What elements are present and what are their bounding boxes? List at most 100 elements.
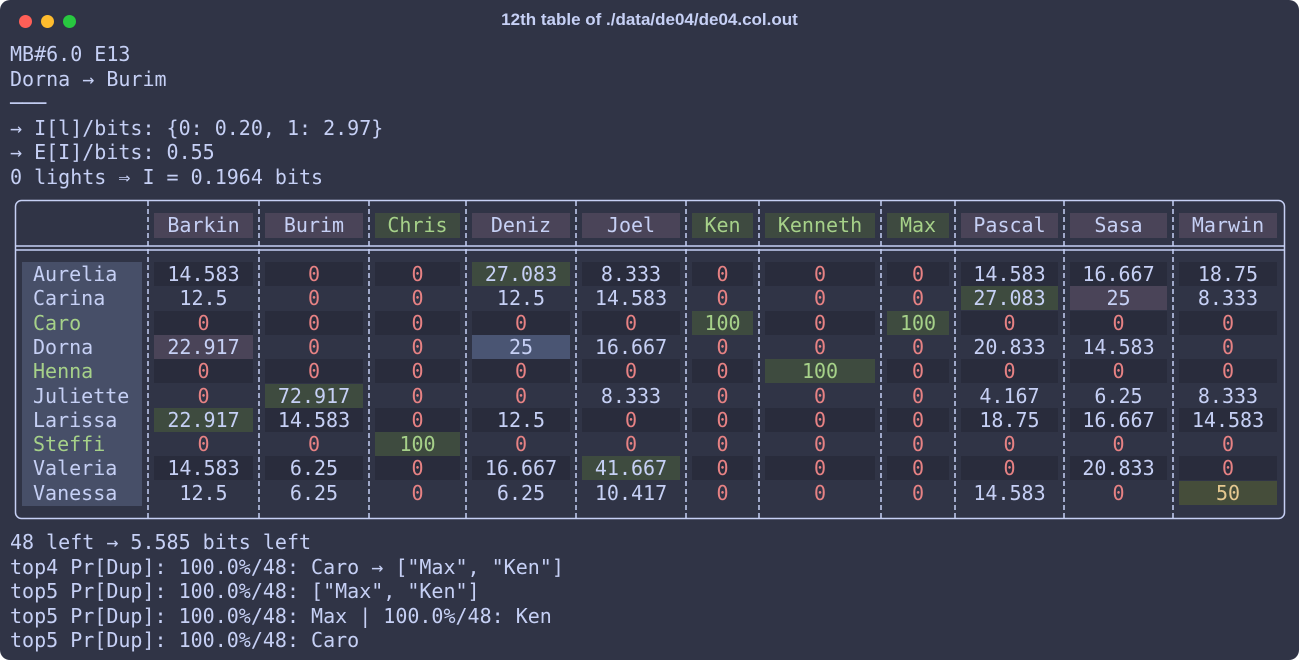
output-line: → E[I]/bits: 0.55 [10,140,215,164]
table-cell: 0 [887,262,949,286]
table-cell: 0 [716,286,729,311]
table-cell: 0 [692,359,753,384]
table-cell: 8.333 [1197,383,1259,408]
table-cell: 4.167 [979,383,1040,408]
table-cell: 0 [887,407,949,432]
table-cell: 0 [716,432,729,457]
table-cell: 22.917 [154,407,253,432]
table-cell: 0 [582,407,680,432]
table-cell: 0 [765,456,875,481]
column-header: Chris [375,213,460,238]
table-cell: 0 [692,456,753,481]
table-cell: 0 [961,310,1058,335]
table-cell: 0 [813,432,827,457]
table-cell: 0 [961,359,1058,384]
table-cell: 0 [265,262,363,286]
table-cell: 100 [765,359,875,384]
row-header: Aurelia [33,262,118,286]
output-line: top5 Pr[Dup]: 100.0%/48: ["Max", "Ken"] [10,579,480,603]
column-header: Kenneth [765,213,875,238]
table-cell: 0 [813,383,827,408]
table-cell: 0 [1179,359,1277,384]
table-cell: 0 [472,310,570,335]
table-cell: 0 [375,456,460,481]
table-cell: 8.333 [1197,286,1259,311]
table-cell: 25 [472,334,570,359]
output-line: Dorna → Burim [10,66,167,91]
table-cell: 12.5 [496,286,546,311]
table-cell: 27.083 [961,286,1058,311]
table-cell: 0 [961,456,1058,481]
table-cell: 0 [716,480,729,505]
table-cell: 0 [624,432,638,457]
table-cell: 14.583 [1179,407,1277,432]
table-cell: 0 [307,334,321,359]
table-cell: 16.667 [472,456,570,481]
table-cell: 100 [887,310,949,335]
output-line: 48 left → 5.585 bits left [10,530,312,554]
table-cell: 0 [911,480,925,505]
table-cell: 16.667 [594,334,668,359]
column-header: Burim [265,213,363,238]
table-cell: 0 [265,359,363,384]
column-header: Joel [582,213,680,238]
table-cell: 22.917 [154,334,253,359]
table-cell: 14.583 [961,262,1058,286]
table-cell: 0 [911,432,925,457]
table-cell: 0 [911,334,925,359]
table-cell: 12.5 [179,286,228,311]
table-cell: 50 [1179,480,1277,505]
table-cell: 20.833 [973,334,1046,359]
table-cell: 8.333 [600,383,662,408]
table-cell: 0 [1221,334,1235,359]
table-cell: 18.75 [1179,262,1277,286]
table-cell: 0 [1070,359,1167,384]
table-cell: 0 [154,310,253,335]
table-cell: 0 [375,407,460,432]
table-cell: 27.083 [472,262,570,286]
table-cell: 0 [411,383,424,408]
row-header-column [22,262,142,506]
table-cell: 14.583 [1082,334,1155,359]
table-border [14,199,1286,520]
table-cell: 18.75 [961,407,1058,432]
table-cell: 0 [411,334,424,359]
table-cell: 0 [1070,310,1167,335]
table-cell: 0 [1112,432,1125,457]
row-header: Valeria [33,456,118,481]
table-cell: 41.667 [582,456,680,481]
table-cell: 25 [1070,286,1167,311]
zoom-button[interactable] [63,15,76,28]
table-cell: 0 [154,359,253,384]
table-cell: 0 [472,359,570,384]
row-header: Steffi [33,432,106,457]
minimize-button[interactable] [41,15,54,28]
table-cell: 0 [692,407,753,432]
column-header: Pascal [961,213,1058,238]
output-line: 0 lights ⇒ I = 0.1964 bits [10,164,324,189]
table-cell: 0 [514,432,528,457]
table-cell: 0 [582,359,680,384]
output-line: ─── [10,91,47,115]
column-header: Max [887,213,949,238]
table-cell: 6.25 [265,456,363,481]
table-cell: 0 [197,383,210,408]
table-cell: 6.25 [289,480,339,505]
table-cell: 0 [765,407,875,432]
table-cell: 0 [887,359,949,384]
table-cell: 10.417 [594,480,668,505]
column-header: Ken [692,213,753,238]
table-cell: 14.583 [973,480,1046,505]
table-cell: 0 [887,456,949,481]
table-cell: 0 [765,262,875,286]
row-header: Caro [33,310,82,335]
table-cell: 0 [375,310,460,335]
table-cell: 0 [1179,310,1277,335]
close-button[interactable] [19,15,32,28]
table-cell: 0 [411,286,424,311]
row-header: Vanessa [33,480,118,505]
table-cell: 12.5 [179,480,228,505]
output-line: top5 Pr[Dup]: 100.0%/48: Caro [10,628,360,652]
